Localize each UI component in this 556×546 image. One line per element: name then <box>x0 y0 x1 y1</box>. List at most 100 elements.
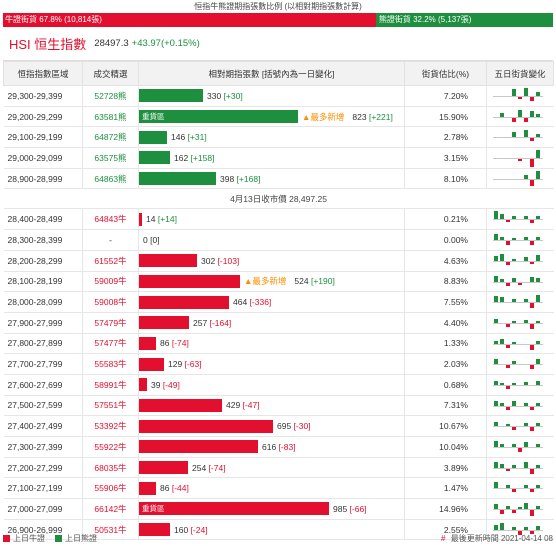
contracts-cell: 160 [-24] <box>138 519 405 541</box>
warrant-code-link[interactable]: 64863熊 <box>82 168 139 190</box>
mini-chart-bar <box>512 489 516 493</box>
legend-bull-label: 上日牛證 <box>13 533 45 543</box>
close-price-label: 4月13日收市價 28,497.25 <box>3 188 554 210</box>
contracts-cell: 162 [+158] <box>138 147 405 169</box>
mini-chart-bar <box>506 424 510 427</box>
range-cell: 27,400-27,499 <box>3 415 83 437</box>
mini-chart-bar <box>500 382 504 385</box>
warrant-code-link[interactable]: 50531牛 <box>82 519 139 541</box>
daily-change: [+30] <box>223 90 243 101</box>
contracts-cell: 14 [+14] <box>138 208 405 231</box>
street-pct: 8.10% <box>404 168 487 190</box>
warrant-code-link[interactable]: 63575熊 <box>82 147 139 169</box>
warrant-code-link[interactable]: 66142牛 <box>82 498 139 520</box>
contracts-bar-wrap: 464 [-336] <box>139 292 404 311</box>
contracts-bar-wrap: 146 [+31] <box>139 127 404 146</box>
contracts-bar <box>139 212 142 226</box>
header-pct: 街貨估比(%) <box>404 61 487 86</box>
five-day-chart-cell <box>486 374 554 396</box>
mini-chart-bar <box>530 489 534 493</box>
warrant-code-link[interactable]: 61552牛 <box>82 250 139 272</box>
street-pct: 7.20% <box>404 85 487 107</box>
contracts-cell: 398 [+168] <box>138 168 405 190</box>
mini-chart-bar <box>536 134 540 138</box>
mini-chart-bar <box>500 237 504 241</box>
warrant-code-link[interactable]: 57479牛 <box>82 312 139 334</box>
warrant-code-link[interactable]: 63581熊 <box>82 106 139 128</box>
table-row: 29,000-29,099 63575熊 162 [+158] 3.15% <box>3 147 554 169</box>
table-row: 28,200-28,299 61552牛 302 [-103] 4.63% <box>3 250 554 272</box>
mini-chart-bar <box>530 220 534 224</box>
warrant-code-link[interactable]: 58991牛 <box>82 374 139 396</box>
mini-chart-bar <box>536 525 540 530</box>
range-cell: 27,000-27,099 <box>3 498 83 520</box>
mini-chart-bar <box>512 427 516 431</box>
warrant-code-link[interactable]: 64872熊 <box>82 126 139 149</box>
daily-change: [-74] <box>171 338 189 349</box>
contracts-cell: 0 [0] <box>138 229 405 251</box>
mini-chart-bar <box>524 130 528 138</box>
street-pct: 2.03% <box>404 353 487 375</box>
warrant-code-link[interactable]: 55583牛 <box>82 353 139 375</box>
contracts-bar-wrap: 429 [-47] <box>139 396 404 415</box>
five-day-mini-chart <box>493 170 543 188</box>
daily-change: [-336] <box>249 297 272 308</box>
contracts-number: 146 <box>171 132 186 143</box>
daily-change: [-66] <box>349 503 367 514</box>
mini-chart-bar <box>494 482 498 489</box>
mini-chart-bar <box>506 220 510 223</box>
contracts-cell: 86 [-74] <box>138 333 405 355</box>
warrant-code-link[interactable]: 68035牛 <box>82 457 139 479</box>
warrant-code-link[interactable]: 55906牛 <box>82 477 139 500</box>
contracts-value: 398 [+168] <box>220 174 260 184</box>
mini-chart-bar <box>524 216 528 220</box>
contracts-bar-wrap: 398 [+168] <box>139 169 404 188</box>
mini-chart-bar <box>494 359 498 365</box>
mini-chart-bar <box>536 506 540 510</box>
contracts-bar: 重貨區 <box>139 110 298 124</box>
warrant-code-link: - <box>82 229 139 251</box>
mini-chart-bar <box>530 323 534 329</box>
warrant-code-link[interactable]: 59008牛 <box>82 291 139 313</box>
table-body: 29,300-29,399 52728熊 330 [+30] 7.20% 29,200-… <box>3 85 554 541</box>
mini-chart-bar <box>518 507 522 510</box>
mini-chart-bar <box>500 338 504 344</box>
mini-chart-bar <box>512 238 516 241</box>
table-row: 29,100-29,199 64872熊 146 [+31] 2.78% <box>3 126 554 149</box>
warrant-code-link[interactable]: 57551牛 <box>82 395 139 417</box>
contracts-number: 429 <box>226 400 241 411</box>
contracts-cell: 重貨區 985 [-66] <box>138 498 405 520</box>
table-row: 27,100-27,199 55906牛 86 [-44] 1.47% <box>3 477 554 500</box>
mini-chart-bar <box>530 510 534 517</box>
mini-chart-bar <box>494 234 498 241</box>
mini-chart-bar <box>506 506 510 510</box>
contracts-value: 695 [-30] <box>277 421 311 431</box>
mini-chart-bar <box>512 361 516 365</box>
warrant-code-link[interactable]: 55922牛 <box>82 436 139 458</box>
index-title: HSI 恒生指數 <box>9 37 87 52</box>
warrant-code-link[interactable]: 53392牛 <box>82 415 139 437</box>
warrant-code-link[interactable]: 52728熊 <box>82 85 139 107</box>
contracts-value: 86 [-44] <box>160 483 189 493</box>
mini-chart-bar <box>512 216 516 220</box>
contracts-value: 524 [+190] <box>294 276 334 286</box>
legend-bear: 上日熊證 <box>55 533 97 544</box>
daily-change: [-24] <box>190 524 208 535</box>
warrant-code-link[interactable]: 57477牛 <box>82 333 139 355</box>
warrant-code-link[interactable]: 59009牛 <box>82 271 139 293</box>
contracts-number: 398 <box>220 173 235 184</box>
warrant-code-link[interactable]: 64843牛 <box>82 208 139 231</box>
contracts-bar <box>139 151 170 165</box>
mini-chart-bar <box>518 109 522 117</box>
contracts-number: 86 <box>160 483 170 494</box>
mini-chart-baseline <box>493 405 543 407</box>
mini-chart-bar <box>500 510 504 515</box>
daily-change: [+31] <box>187 132 207 143</box>
daily-change: [-49] <box>162 379 180 390</box>
mini-chart-bar <box>524 442 528 447</box>
hash-marker: # <box>441 533 446 543</box>
range-cell: 27,300-27,399 <box>3 436 83 458</box>
contracts-number: 86 <box>160 338 170 349</box>
contracts-number: 0 <box>143 234 148 245</box>
